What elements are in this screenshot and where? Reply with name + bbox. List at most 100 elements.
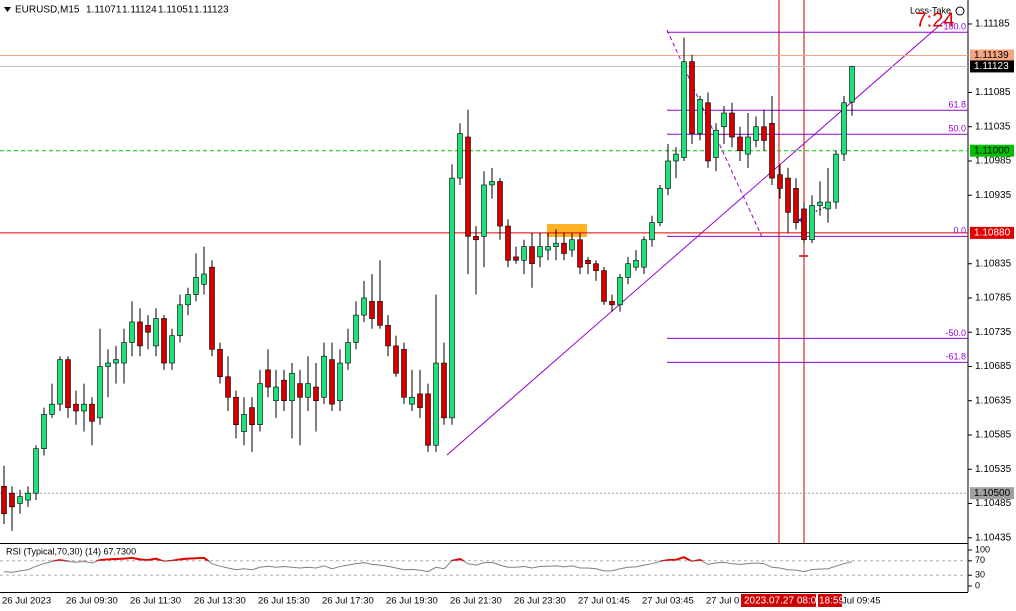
candle-body	[537, 246, 543, 258]
candle-body	[825, 201, 831, 210]
candle-body	[393, 345, 399, 374]
price-level-box	[970, 226, 1014, 239]
price-level-label: 1.11000	[974, 145, 1010, 156]
candle-body	[369, 301, 375, 319]
y-tick-label: 1.11185	[975, 19, 1010, 30]
candle-body	[209, 266, 215, 350]
x-tick-label: 26 Jul 09:30	[66, 596, 118, 607]
candle-body	[345, 342, 351, 364]
candle-body	[193, 277, 199, 295]
candle-body	[497, 181, 503, 227]
candle-body	[129, 321, 135, 343]
price-level-label: 1.11139	[974, 50, 1009, 61]
fibo-label: -50.0	[945, 328, 966, 338]
candle-body	[113, 359, 119, 364]
candle-body	[625, 263, 631, 278]
candle-body	[545, 246, 551, 251]
candle-body	[833, 153, 839, 203]
highlight-zone	[547, 224, 587, 237]
x-tick-label: 27 Jul 0	[706, 596, 739, 607]
candle-body	[89, 403, 95, 422]
candle-body	[697, 99, 703, 134]
candle-body	[281, 379, 287, 402]
price-level-label: 1.10500	[974, 488, 1011, 499]
candle-body	[745, 136, 751, 155]
candle-body	[753, 126, 759, 141]
candle-body	[321, 355, 327, 398]
x-tick-label: 26 Jul 19:30	[386, 596, 438, 607]
x-tick-label: 27 Jul 01:45	[578, 596, 630, 607]
candle-body	[297, 383, 303, 398]
y-tick-label: 30	[975, 570, 985, 580]
candle-body	[25, 492, 31, 501]
y-tick-label: 1.10435	[975, 532, 1012, 543]
candle-body	[705, 102, 711, 162]
candle-body	[121, 342, 127, 364]
y-tick-label: 1.10835	[975, 258, 1012, 269]
candle-body	[657, 188, 663, 223]
candle-body	[809, 205, 815, 241]
loss-take-label: Loss-Take	[910, 5, 951, 15]
menu-arrow[interactable]	[4, 7, 11, 12]
x-tick-label: 27 Jul 03:45	[642, 596, 694, 607]
candle-body	[713, 129, 719, 158]
candle-body	[225, 376, 231, 398]
candle-body	[577, 239, 583, 268]
candle-body	[177, 304, 183, 336]
y-tick-label: 1.10585	[975, 430, 1012, 441]
y-tick-label: 1.11085	[975, 87, 1011, 98]
candle-body	[305, 383, 311, 398]
candle-body	[233, 396, 239, 425]
symbol-title: EURUSD,M15	[15, 5, 80, 16]
y-tick-label: 1.10535	[975, 464, 1012, 475]
candle-body	[409, 396, 415, 405]
candle-body	[457, 133, 463, 179]
candle-body	[449, 177, 455, 419]
candle-body	[649, 222, 655, 241]
fibo-label: 100.0	[943, 22, 966, 32]
candle-body	[793, 188, 799, 223]
candle-body	[617, 277, 623, 306]
candle-body	[65, 359, 71, 408]
candle-body	[241, 414, 247, 432]
candle-body	[777, 174, 783, 189]
y-tick-label: 1.10635	[975, 395, 1012, 406]
candle-body	[385, 325, 391, 347]
y-tick-label: 70	[975, 555, 985, 565]
crosshair-time: 18:59	[819, 596, 844, 607]
x-tick-label: 26 Jul 23:30	[514, 596, 566, 607]
candle-body	[401, 349, 407, 398]
candle-body	[73, 403, 79, 412]
y-tick-label: 100	[975, 544, 990, 554]
candle-body	[729, 112, 735, 138]
candle-body	[553, 242, 559, 247]
crosshair-time-box	[741, 594, 816, 607]
candle-body	[849, 66, 855, 103]
candle-body	[529, 246, 535, 265]
rsi-title: RSI (Typical,70,30) (14) 67.7300	[6, 546, 136, 556]
candle-body	[521, 246, 527, 261]
candle-body	[137, 321, 143, 347]
x-tick-label: 26 Jul 2023	[2, 596, 51, 607]
candle-body	[569, 239, 575, 251]
candle-body	[161, 318, 167, 364]
y-tick-label: 1.10685	[975, 361, 1012, 372]
candle-body	[377, 301, 383, 326]
ohlc-open: 1.11071	[86, 5, 122, 16]
candle-body	[273, 386, 279, 402]
candle-body	[761, 126, 767, 141]
candle-body	[433, 362, 439, 446]
x-tick-label: Jul 09:45	[842, 596, 881, 607]
y-tick-label: 1.10735	[975, 327, 1012, 338]
candle-body	[601, 270, 607, 302]
price-level-box	[970, 60, 1014, 73]
candle-body	[561, 242, 567, 254]
candle-body	[441, 362, 447, 419]
x-tick-label: 26 Jul 21:30	[450, 596, 502, 607]
fibo-label: 0.0	[953, 226, 966, 236]
candle-body	[313, 386, 319, 402]
candle-body	[81, 403, 87, 412]
candle-body	[665, 160, 671, 189]
price-level-label: 1.11123	[974, 61, 1009, 72]
